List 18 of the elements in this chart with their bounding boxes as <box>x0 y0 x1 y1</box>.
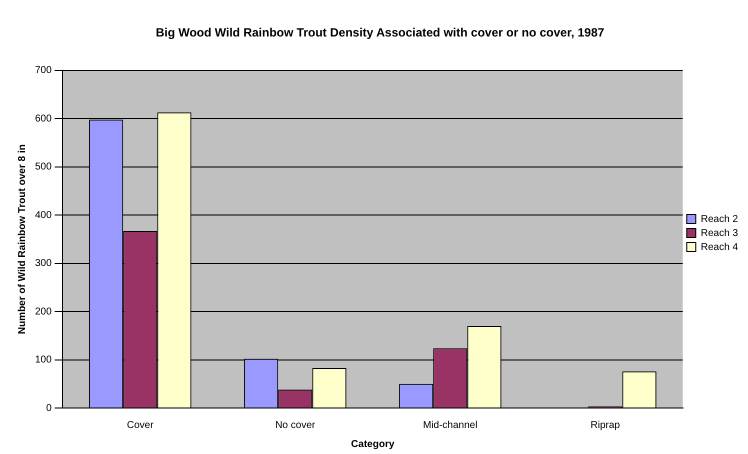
x-axis-title: Category <box>351 438 395 450</box>
y-tick-label: 0 <box>46 402 52 414</box>
y-axis-title: Number of Wild Rainbow Trout over 8 in <box>16 144 28 334</box>
y-tick-label: 500 <box>34 162 52 173</box>
x-tick-label: Riprap <box>590 420 620 431</box>
y-tick-label: 700 <box>34 65 52 76</box>
y-tick-label: 600 <box>34 113 52 124</box>
y-tick-label: 300 <box>34 258 52 270</box>
y-tick-label: 400 <box>34 210 52 221</box>
legend-label: Reach 3 <box>700 228 738 239</box>
x-tick-label: Cover <box>126 420 154 431</box>
legend-label: Reach 2 <box>700 214 738 225</box>
y-tick-label: 200 <box>34 306 52 318</box>
chart-title: Big Wood Wild Rainbow Trout Density Associated with cover or no cover, 1987 <box>156 26 605 40</box>
legend-label: Reach 4 <box>700 242 738 253</box>
x-tick-label: No cover <box>275 420 316 431</box>
x-tick-label: Mid-channel <box>422 420 478 431</box>
y-tick-label: 100 <box>34 354 52 366</box>
